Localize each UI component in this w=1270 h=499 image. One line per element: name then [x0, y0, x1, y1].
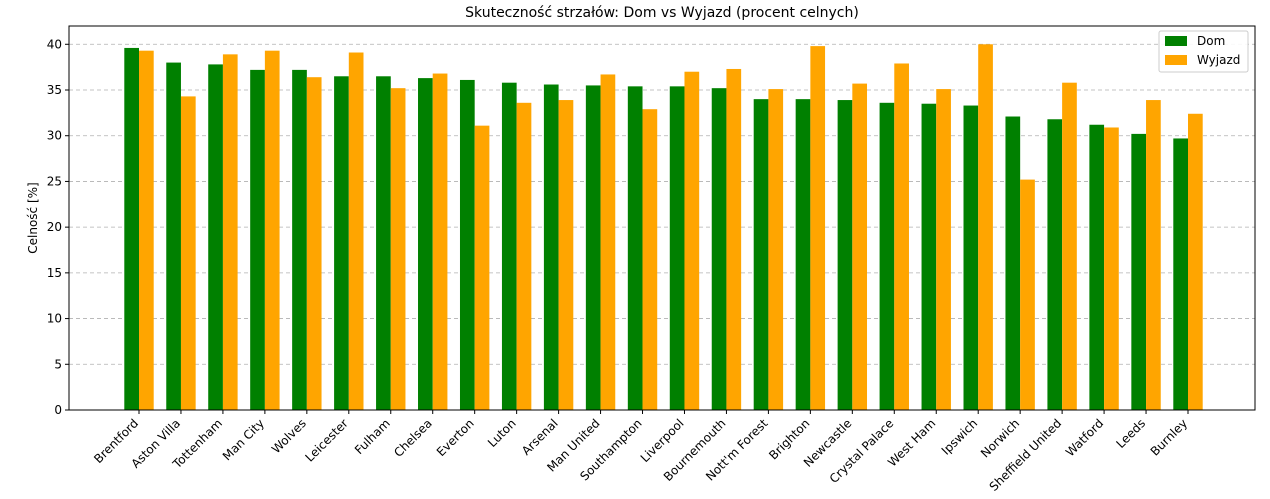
gridlines [69, 43, 1255, 411]
bar-dom [753, 99, 769, 411]
bar-wyjazd [810, 46, 826, 410]
x-tick-label: Arsenal [519, 416, 561, 458]
bar-wyjazd [768, 89, 784, 410]
bar-dom [585, 85, 601, 410]
bar-wyjazd [558, 100, 574, 411]
bar-dom [627, 86, 643, 410]
bar-dom [711, 88, 727, 411]
bar-wyjazd [139, 50, 154, 410]
bar-dom [921, 103, 937, 410]
bar-wyjazd [306, 77, 322, 410]
bar-wyjazd [894, 63, 909, 410]
bar-wyjazd [390, 88, 406, 411]
bar-dom [166, 62, 181, 410]
bar-dom [376, 76, 391, 411]
bar-wyjazd [516, 102, 532, 411]
bar-wyjazd [180, 96, 196, 411]
bar-wyjazd [1188, 113, 1203, 411]
bar-wyjazd [726, 68, 742, 410]
bar-dom [837, 100, 853, 411]
y-tick-label: 35 [47, 83, 62, 97]
bar-dom [459, 79, 475, 410]
bar-dom [1047, 119, 1063, 410]
y-tick-label: 30 [47, 129, 62, 143]
x-tick-label: Chelsea [391, 416, 435, 460]
y-axis-label: Celność [%] [26, 182, 40, 253]
bar-dom [418, 78, 433, 410]
y-tick-label: 15 [47, 266, 62, 280]
bar-dom [124, 47, 139, 410]
y-tick-label: 10 [47, 312, 62, 326]
y-tick-label: 40 [47, 37, 62, 51]
y-tick-label: 5 [54, 357, 62, 371]
bar-dom [501, 82, 517, 410]
legend-label-dom: Dom [1197, 34, 1225, 48]
bar-dom [963, 105, 979, 411]
x-tick-label: Everton [434, 416, 477, 459]
x-tick-label: Leeds [1113, 416, 1148, 451]
x-tick-label: Fulham [352, 416, 393, 457]
bar-wyjazd [852, 83, 868, 410]
bar-dom [543, 84, 559, 410]
bar-dom [795, 99, 811, 411]
bar-dom [208, 64, 223, 411]
bar-wyjazd [264, 50, 280, 410]
x-tick-label: Leicester [303, 416, 351, 464]
bar-wyjazd [1104, 127, 1119, 410]
bar-wyjazd [1146, 100, 1161, 411]
x-tick-label: Luton [485, 416, 519, 450]
y-tick-label: 25 [47, 174, 62, 188]
legend: Dom Wyjazd [1158, 30, 1249, 73]
x-tick-label: Man City [220, 416, 267, 463]
plot-frame [68, 25, 1256, 411]
bar-wyjazd [936, 89, 951, 410]
bar-dom [250, 69, 265, 410]
y-axis-ticks: 0 5 10 15 20 25 30 35 40 [47, 37, 69, 417]
bar-wyjazd [348, 52, 364, 411]
bar-dom [1131, 133, 1147, 410]
x-tick-label: Watford [1063, 416, 1106, 459]
bar-wyjazd [642, 109, 658, 410]
bar-wyjazd [474, 125, 490, 411]
bar-wyjazd [432, 73, 448, 411]
bar-wyjazd [978, 44, 993, 411]
y-tick-label: 0 [54, 403, 62, 417]
bar-wyjazd [1020, 179, 1035, 410]
bar-dom [292, 69, 307, 410]
legend-swatch-wyjazd [1165, 55, 1187, 65]
bar-dom [334, 76, 349, 411]
y-tick-label: 20 [47, 220, 62, 234]
bar-wyjazd [222, 54, 238, 410]
legend-label-wyjazd: Wyjazd [1197, 53, 1240, 67]
legend-swatch-dom [1165, 36, 1187, 46]
bar-wyjazd [1062, 82, 1077, 410]
bar-wyjazd [684, 71, 700, 410]
bar-dom [1005, 116, 1021, 410]
bar-dom [669, 86, 685, 410]
bar-wyjazd [600, 74, 616, 410]
x-tick-label: Ipswich [939, 416, 981, 458]
bar-dom [879, 102, 895, 411]
chart-title: Skuteczność strzałów: Dom vs Wyjazd (pro… [465, 5, 859, 21]
bars [124, 44, 1203, 411]
bar-dom [1173, 138, 1188, 410]
x-tick-label: Wolves [269, 416, 309, 456]
bar-dom [1089, 124, 1105, 410]
x-tick-label: Burnley [1148, 416, 1190, 458]
x-tick-label: Sheffield United [987, 416, 1065, 494]
